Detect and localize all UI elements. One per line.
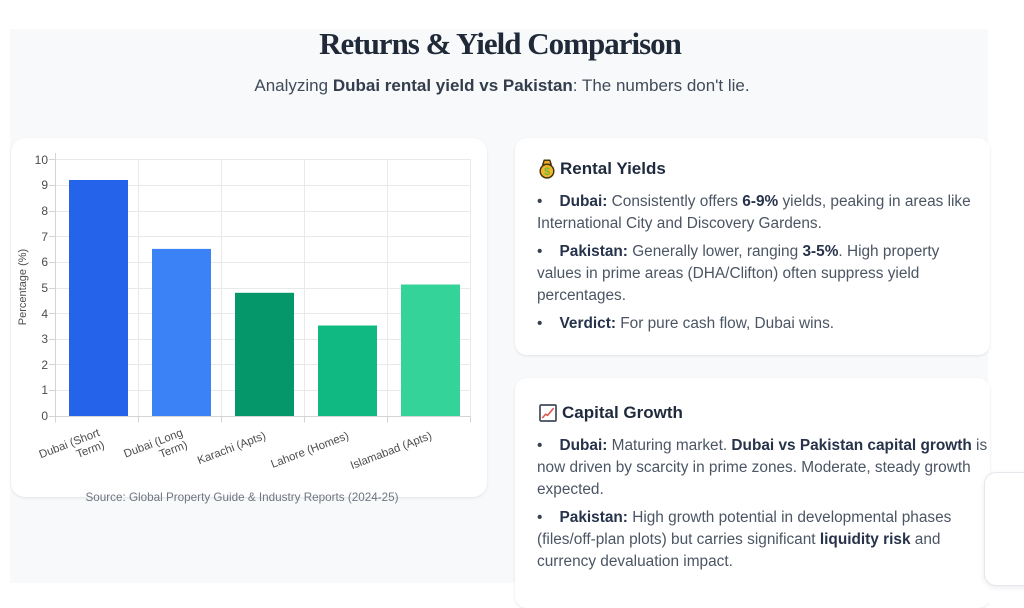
svg-text:Percentage (%): Percentage (%)	[17, 249, 29, 325]
svg-text:10: 10	[35, 153, 49, 167]
svg-text:Dubai (LongTerm): Dubai (LongTerm)	[122, 427, 189, 473]
svg-text:2: 2	[41, 358, 48, 372]
svg-text:0: 0	[41, 409, 48, 423]
svg-text:5: 5	[41, 281, 48, 295]
svg-text:Lahore (Homes): Lahore (Homes)	[269, 430, 350, 471]
svg-text:4: 4	[41, 307, 48, 321]
svg-text:3: 3	[41, 332, 48, 346]
svg-text:Islamabad (Apts): Islamabad (Apts)	[349, 430, 434, 472]
svg-text:7: 7	[41, 230, 48, 244]
svg-text:Dubai (ShortTerm): Dubai (ShortTerm)	[38, 427, 107, 474]
svg-text:8: 8	[41, 204, 48, 218]
svg-text:Karachi (Apts): Karachi (Apts)	[196, 430, 268, 467]
svg-text:9: 9	[41, 178, 48, 192]
svg-text:1: 1	[41, 383, 48, 397]
svg-text:$: $	[544, 166, 550, 178]
svg-text:6: 6	[41, 255, 48, 269]
